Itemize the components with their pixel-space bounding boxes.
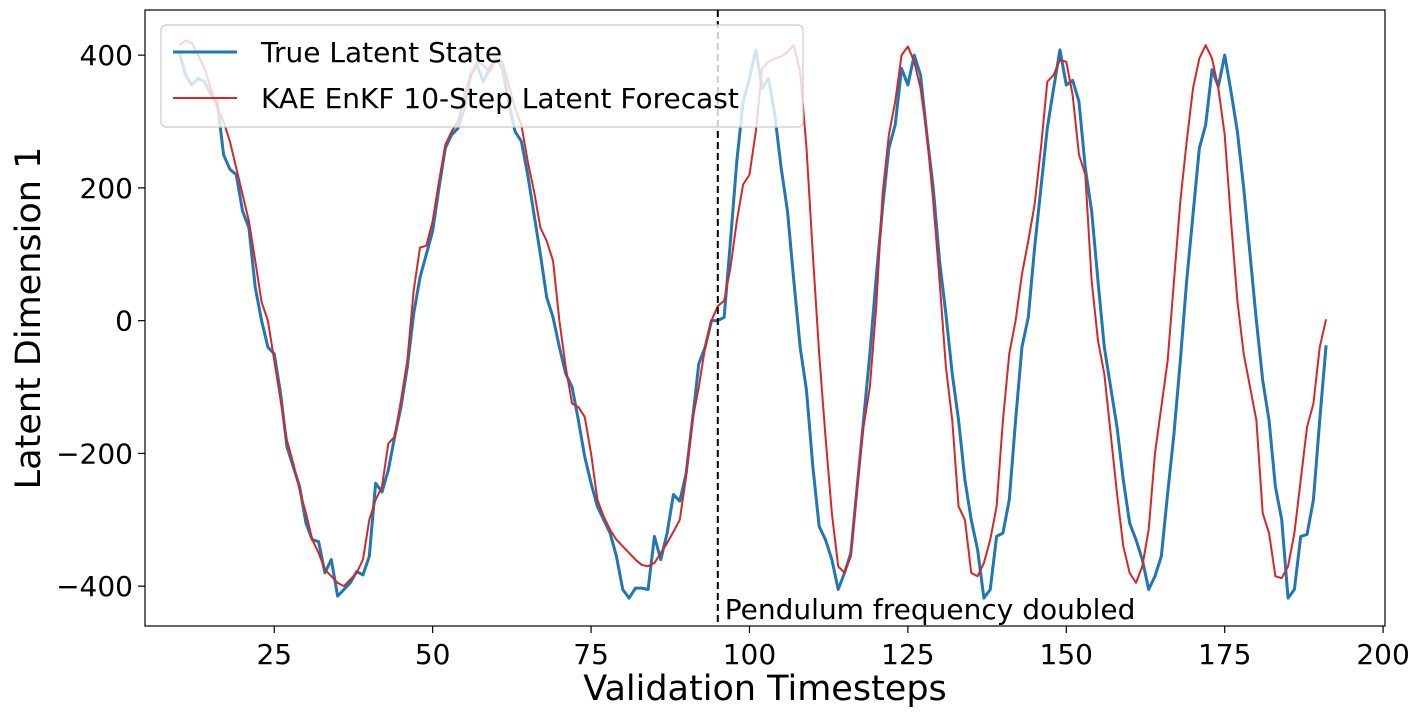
- series-line: [177, 48, 1328, 600]
- y-tick-label: −200: [56, 437, 133, 470]
- legend-label: True Latent State: [260, 36, 502, 69]
- legend: True Latent State KAE EnKF 10-Step Latent…: [160, 24, 804, 128]
- annotation: Pendulum frequency doubled: [725, 593, 1136, 626]
- x-tick-label: 75: [573, 638, 609, 671]
- y-axis-label: Latent Dimension 1: [9, 147, 49, 490]
- x-tick-label: 50: [415, 638, 451, 671]
- legend-box: [160, 24, 804, 128]
- x-tick-label: 100: [723, 638, 776, 671]
- x-tick-label: 200: [1356, 638, 1409, 671]
- series-line: [178, 39, 1328, 588]
- plot-frame: [144, 9, 1386, 627]
- y-tick-label: 400: [80, 39, 133, 72]
- y-tick-label: 200: [80, 172, 133, 205]
- y-tick-label: −400: [56, 570, 133, 603]
- legend-label: KAE EnKF 10-Step Latent Forecast: [261, 82, 739, 115]
- x-axis-label: Validation Timesteps: [583, 669, 947, 709]
- x-tick-label: 150: [1040, 638, 1093, 671]
- x-tick-label: 125: [881, 638, 934, 671]
- x-tick-label: 25: [256, 638, 292, 671]
- y-tick-label: 0: [115, 305, 133, 338]
- x-tick-label: 175: [1198, 638, 1251, 671]
